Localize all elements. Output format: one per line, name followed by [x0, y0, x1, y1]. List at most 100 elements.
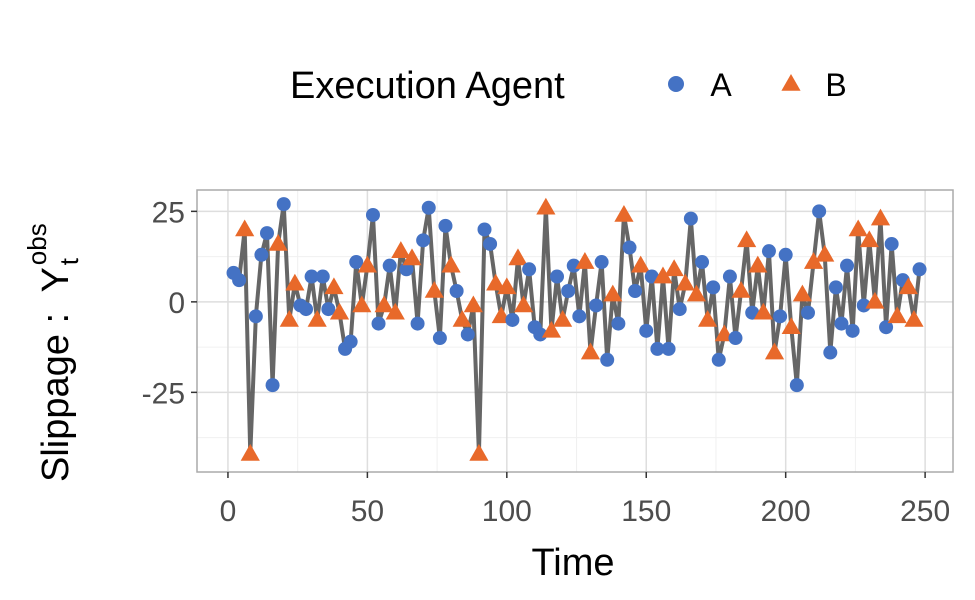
point: [321, 302, 336, 317]
point: [329, 302, 350, 320]
point: [248, 309, 263, 324]
x-tick-label: 50: [351, 495, 384, 528]
point: [483, 236, 498, 251]
point: [728, 331, 743, 346]
point: [879, 320, 894, 335]
point: [550, 269, 565, 284]
point: [792, 284, 813, 302]
point: [859, 230, 879, 248]
point: [254, 247, 269, 262]
point: [840, 258, 855, 273]
point: [452, 309, 472, 327]
point: [566, 258, 581, 273]
point: [887, 306, 907, 324]
point: [761, 244, 776, 259]
point: [533, 327, 548, 342]
point: [697, 309, 718, 327]
point: [505, 312, 520, 327]
point: [522, 262, 537, 277]
point: [711, 352, 726, 367]
point: [737, 230, 757, 248]
point: [611, 316, 626, 331]
point: [561, 283, 576, 298]
point: [870, 208, 891, 226]
point: [672, 302, 687, 317]
y-tick-label: 25: [152, 196, 185, 229]
point: [324, 277, 344, 295]
point: [265, 378, 280, 393]
legend-label: B: [825, 67, 846, 103]
point: [449, 283, 464, 298]
point: [508, 248, 528, 266]
y-tick-label: 0: [168, 287, 185, 320]
point: [773, 309, 788, 324]
point: [552, 309, 573, 327]
point: [912, 262, 927, 277]
point: [722, 269, 737, 284]
y-tick-label: -25: [142, 377, 185, 410]
x-tick-label: 250: [900, 495, 950, 528]
point: [683, 211, 698, 226]
point: [622, 240, 637, 255]
point: [371, 316, 386, 331]
point: [661, 341, 676, 356]
legend-marker: [781, 74, 801, 91]
point: [639, 323, 654, 338]
point: [589, 298, 604, 313]
point: [441, 255, 461, 273]
point: [706, 280, 721, 295]
point: [416, 233, 431, 248]
point: [600, 352, 615, 367]
point: [904, 309, 924, 327]
point: [486, 273, 506, 291]
point: [438, 218, 453, 233]
x-tick-label: 150: [621, 495, 671, 528]
point: [764, 342, 785, 360]
point: [580, 342, 601, 360]
point: [374, 295, 394, 313]
point: [343, 334, 358, 349]
x-axis-label: Time: [531, 542, 614, 584]
point: [513, 295, 534, 313]
point: [631, 255, 651, 273]
point: [803, 252, 824, 269]
point: [800, 305, 815, 320]
point: [541, 320, 562, 338]
point: [664, 259, 684, 277]
point: [898, 277, 918, 295]
legend-marker: [668, 76, 684, 92]
point: [349, 255, 364, 270]
point: [469, 443, 489, 461]
point: [614, 204, 634, 222]
point: [753, 302, 773, 320]
point: [421, 200, 436, 215]
point: [299, 302, 314, 317]
point: [276, 197, 291, 212]
point: [845, 323, 860, 338]
point: [675, 273, 695, 291]
point: [285, 273, 305, 291]
point: [240, 443, 260, 461]
plot-border: [196, 189, 954, 473]
point: [460, 327, 475, 342]
point: [259, 226, 274, 241]
point: [572, 309, 587, 324]
y-axis-label-sup: obs: [22, 223, 52, 265]
point: [653, 266, 673, 284]
point: [650, 341, 665, 356]
x-tick-label: 200: [761, 495, 811, 528]
legend-label: A: [710, 67, 732, 103]
point: [279, 309, 299, 327]
point: [463, 295, 483, 313]
point: [304, 269, 319, 284]
legend-title: Execution Agent: [290, 65, 565, 107]
x-tick-label: 0: [220, 495, 237, 528]
point: [410, 316, 425, 331]
point: [781, 317, 801, 334]
point: [391, 241, 411, 258]
point: [424, 280, 444, 298]
y-axis-label-sub: t: [54, 257, 84, 265]
point: [778, 247, 793, 262]
